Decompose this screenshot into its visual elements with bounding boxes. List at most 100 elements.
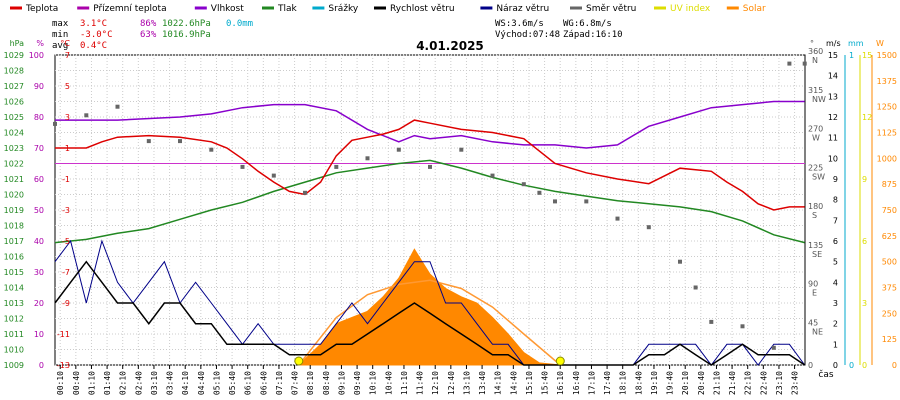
stats-avg-label: avg <box>52 41 68 51</box>
series-wind-speed <box>54 260 806 366</box>
wind-axis-tick-11: 4 <box>833 278 838 287</box>
solar-axis-tick-3: 1125 <box>877 129 897 138</box>
sunrise-time: Východ:07:48 <box>495 30 560 40</box>
direction-axis-label-6: E <box>812 289 817 298</box>
direction-axis-unit: ° <box>810 39 814 48</box>
wind-direction-point <box>646 225 651 230</box>
temperature-axis-tick-5: -3 <box>62 206 70 215</box>
x-tick-18: 09:10 <box>337 371 346 395</box>
humidity-axis-unit: % <box>36 39 44 48</box>
x-tick-4: 02:10 <box>119 371 128 395</box>
wind-direction-point <box>53 121 57 126</box>
x-tick-11: 05:40 <box>228 371 237 395</box>
axes: 00:10 00:40 01:10 01:40 02:10 02:40 03:10 03:40… <box>4 39 897 395</box>
wind-direction-point <box>303 190 307 195</box>
rain-axis-tick-0: 1 <box>849 51 854 60</box>
stats-max-hum: 86% <box>140 19 157 29</box>
series-temperature <box>55 119 805 211</box>
wind-axis-tick-9: 6 <box>833 237 838 246</box>
x-tick-43: 21:40 <box>728 371 737 395</box>
wind-direction-point <box>240 164 245 169</box>
x-tick-39: 19:40 <box>666 371 675 395</box>
wind-axis-tick-8: 7 <box>833 216 838 225</box>
x-tick-25: 12:40 <box>447 371 456 395</box>
x-tick-31: 15:40 <box>541 371 550 395</box>
pressure-axis-tick-2: 1027 <box>4 82 24 91</box>
temperature-axis-tick-0: 7 <box>65 51 70 60</box>
humidity-axis-tick-4: 60 <box>34 175 44 184</box>
x-tick-47: 23:40 <box>791 371 800 395</box>
temperature-axis-tick-9: -11 <box>57 330 70 339</box>
stats-min-hum: 63% <box>140 30 157 40</box>
legend-label-4: Srážky <box>328 4 359 14</box>
wind-axis-tick-1: 14 <box>828 72 838 81</box>
direction-axis-label-3: SW <box>812 172 825 181</box>
x-tick-13: 06:40 <box>259 371 268 395</box>
direction-axis-tick-5: 135 <box>808 241 823 250</box>
direction-axis-label-0: N <box>812 56 818 65</box>
x-tick-2: 01:10 <box>87 371 96 395</box>
direction-axis-label-1: NW <box>812 95 826 104</box>
solar-axis-tick-8: 500 <box>882 258 897 267</box>
stats-min-label: min <box>52 30 68 40</box>
wind-axis-tick-2: 13 <box>828 92 838 101</box>
wind-direction-point <box>459 147 464 152</box>
wind-direction-point <box>521 182 526 187</box>
legend: Teplota Přízemní teplota Vlhkost Tlak Srážky… <box>10 4 766 14</box>
pressure-axis-tick-9: 1020 <box>4 191 24 200</box>
solar-axis-unit: W <box>876 39 884 48</box>
rain-axis-tick-1: 0 <box>849 361 854 370</box>
pressure-axis-tick-7: 1022 <box>4 160 24 169</box>
legend-label-3: Tlak <box>277 4 298 14</box>
direction-axis-tick-8: 0 <box>808 361 813 370</box>
wind-info: WS:3.6m/s WG:6.8m/s Východ:07:48 Západ:1… <box>495 19 623 40</box>
wind-direction-point <box>178 139 182 144</box>
wind-axis-tick-10: 5 <box>833 258 838 267</box>
wind-direction-point <box>84 113 89 118</box>
uv-axis-tick-3: 6 <box>862 237 867 246</box>
wind-direction-point <box>396 147 401 152</box>
temperature-axis-tick-6: -5 <box>62 237 70 246</box>
x-tick-32: 16:10 <box>556 371 565 395</box>
pressure-axis-tick-11: 1018 <box>4 222 24 231</box>
x-tick-1: 00:40 <box>72 371 81 395</box>
humidity-axis-tick-9: 10 <box>34 330 44 339</box>
pressure-axis-tick-4: 1025 <box>4 113 24 122</box>
wind-ws: WS:3.6m/s <box>495 19 544 29</box>
wind-direction-point <box>709 319 714 324</box>
x-tick-19: 09:40 <box>353 371 362 395</box>
plot-area <box>53 54 807 366</box>
pressure-axis-tick-20: 1009 <box>4 361 24 370</box>
pressure-axis-tick-15: 1014 <box>4 284 24 293</box>
x-tick-22: 11:10 <box>400 371 409 395</box>
solar-axis-tick-10: 250 <box>882 309 897 318</box>
wind-direction-point <box>146 139 151 144</box>
wind-axis-tick-14: 1 <box>833 340 838 349</box>
x-tick-33: 16:40 <box>572 371 581 395</box>
direction-axis-tick-0: 360 <box>808 47 823 56</box>
wind-direction-point <box>115 104 120 109</box>
x-tick-20: 10:10 <box>369 371 378 395</box>
legend-label-5: Rychlost větru <box>390 4 455 14</box>
pressure-axis-tick-18: 1011 <box>4 330 24 339</box>
uv-axis-tick-2: 9 <box>862 175 867 184</box>
pressure-axis-tick-3: 1026 <box>4 98 24 107</box>
x-tick-42: 21:10 <box>712 371 721 395</box>
humidity-axis-tick-10: 0 <box>39 361 44 370</box>
direction-axis-tick-7: 45 <box>808 318 818 327</box>
wind-direction-point <box>490 173 495 178</box>
temperature-axis-tick-1: 5 <box>65 82 70 91</box>
solar-axis-tick-5: 875 <box>882 180 897 189</box>
humidity-axis-tick-5: 50 <box>34 206 44 215</box>
x-tick-14: 07:10 <box>275 371 284 395</box>
x-tick-23: 11:40 <box>416 371 425 395</box>
stats-max-temp: 3.1°C <box>80 19 107 29</box>
x-tick-9: 04:40 <box>197 371 206 395</box>
humidity-axis-tick-0: 100 <box>29 51 44 60</box>
wind-direction-point <box>365 156 370 161</box>
direction-axis-tick-4: 180 <box>808 202 823 211</box>
legend-label-0: Teplota <box>25 4 58 14</box>
x-tick-41: 20:40 <box>697 371 706 395</box>
direction-axis-label-7: NE <box>812 327 823 336</box>
uv-axis-tick-4: 3 <box>862 299 867 308</box>
